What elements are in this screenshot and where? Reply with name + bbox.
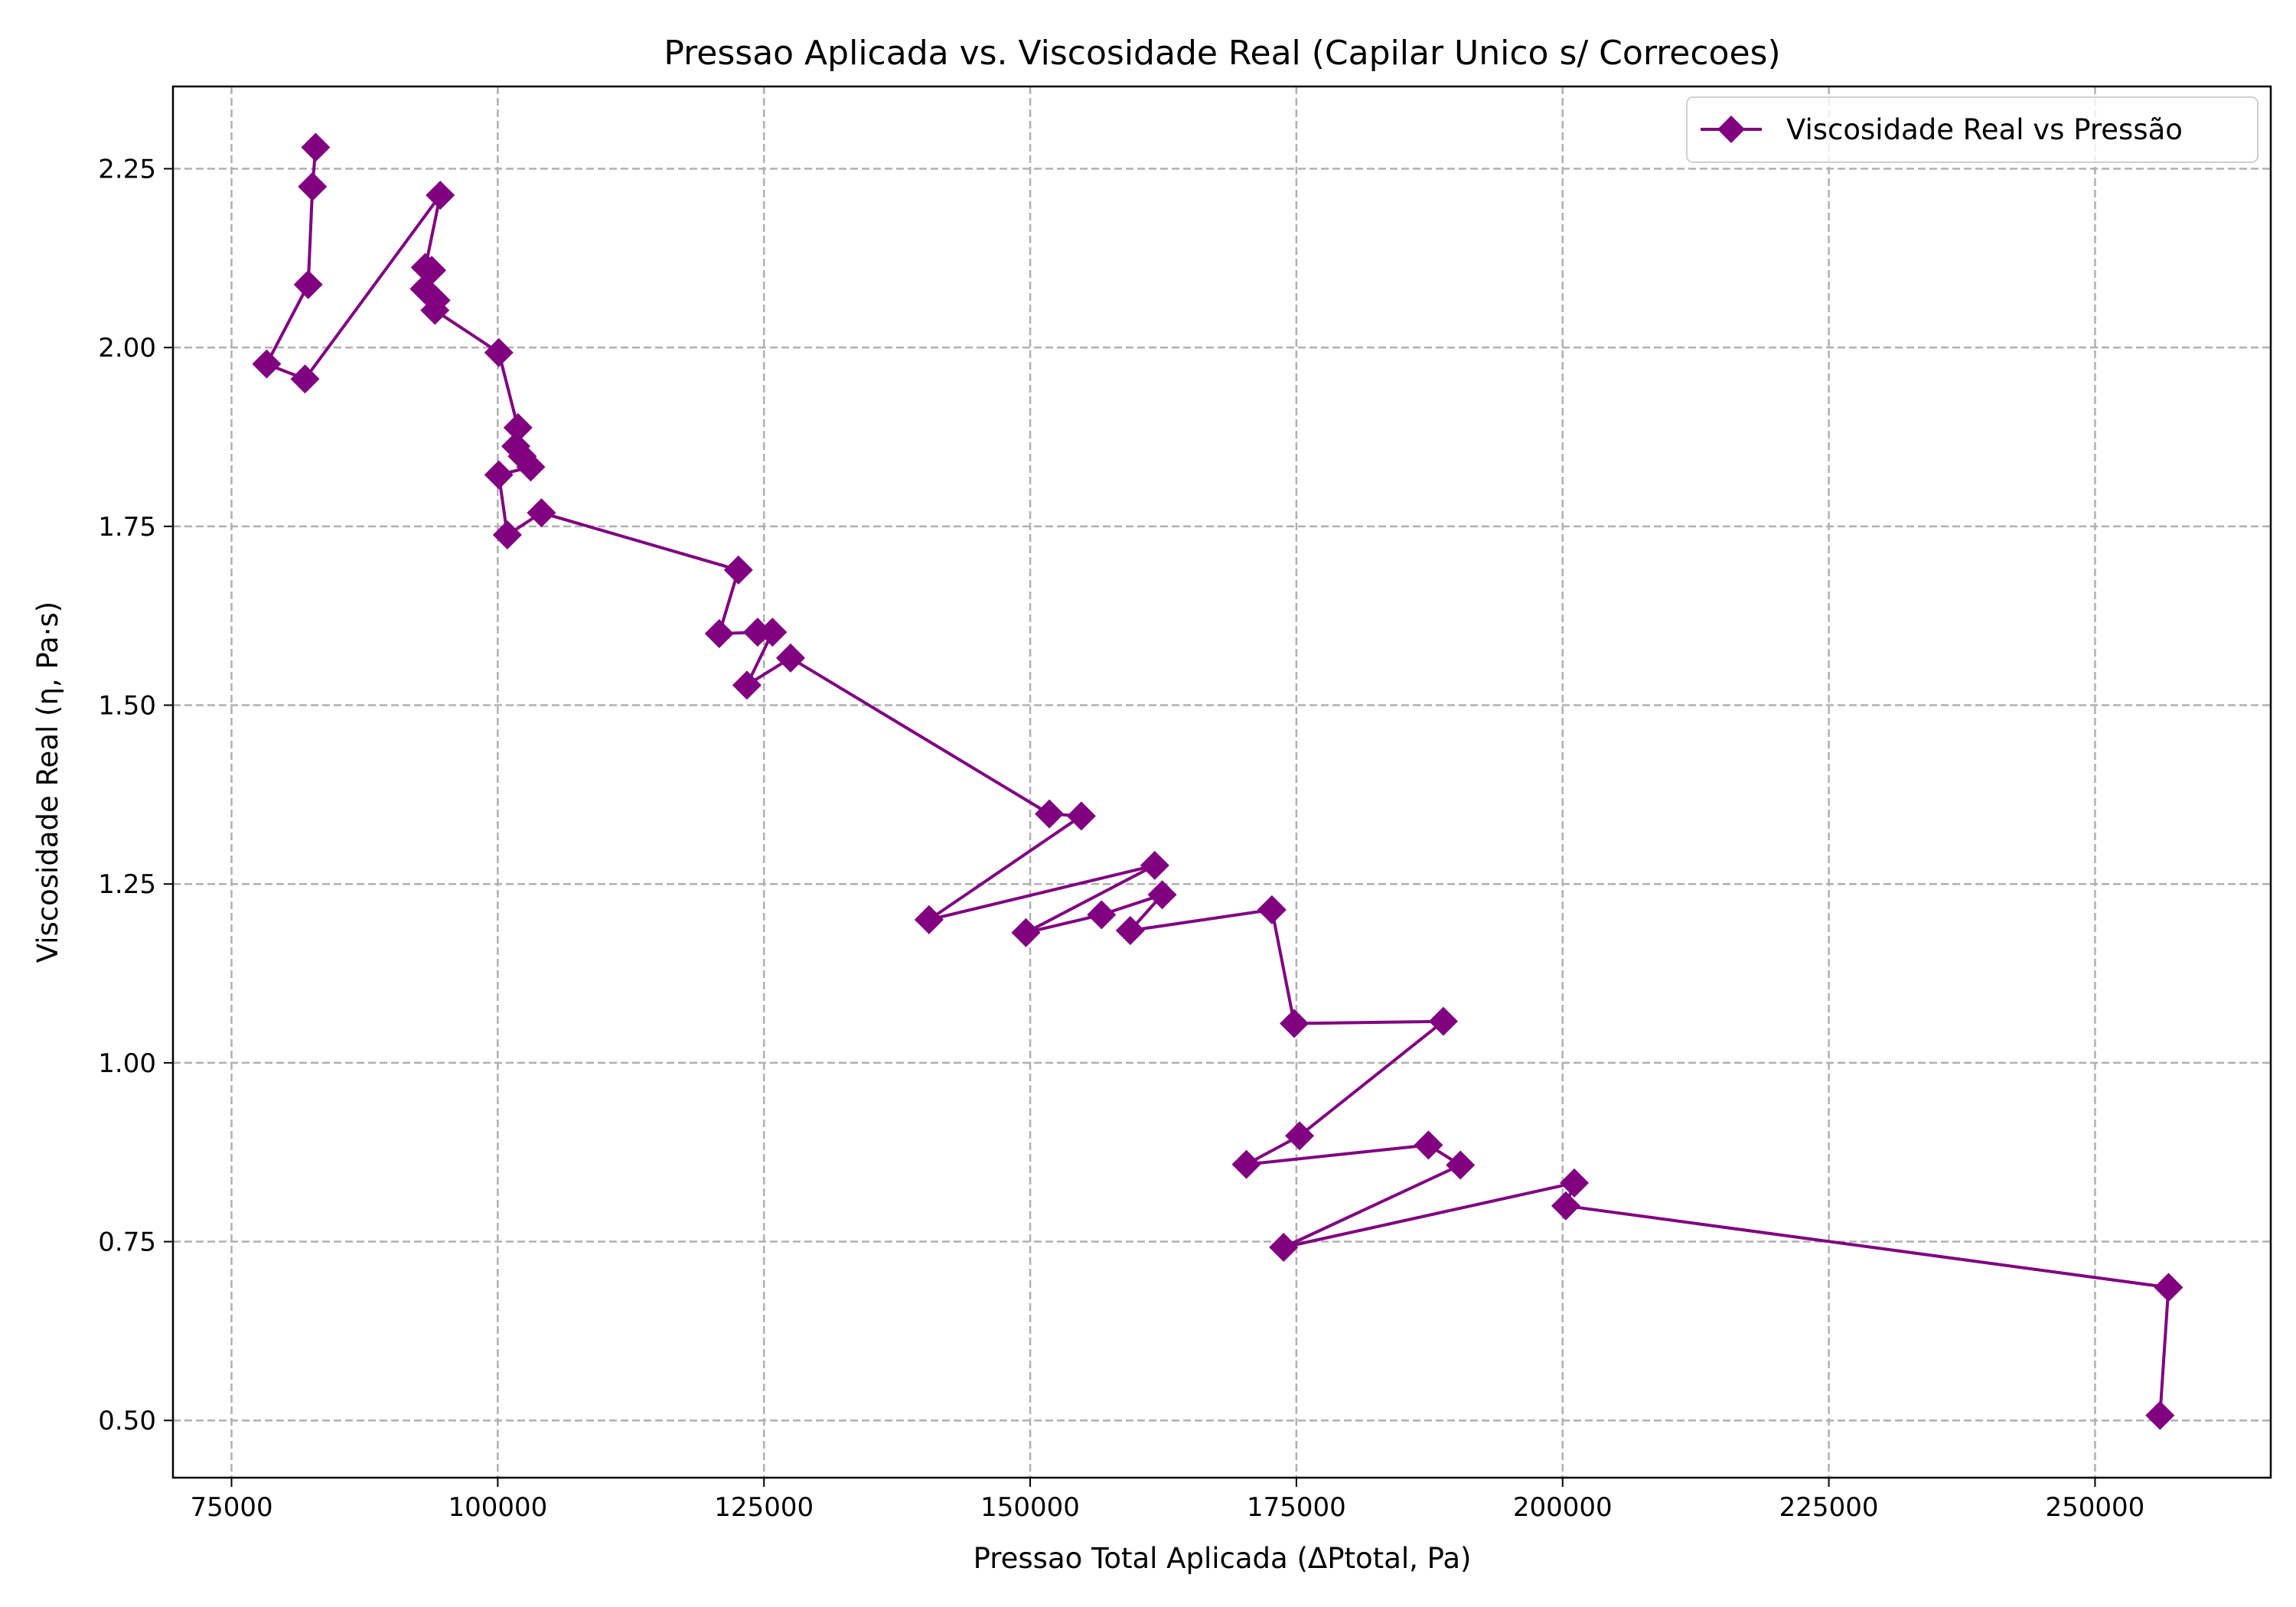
data-point-diamond <box>1147 880 1177 910</box>
data-point-diamond <box>1446 1150 1476 1180</box>
data-point-diamond <box>1285 1121 1315 1151</box>
data-point-diamond <box>1414 1130 1443 1160</box>
data-point-diamond <box>1428 1006 1458 1036</box>
data-point-diamond <box>1551 1191 1580 1221</box>
data-point-diamond <box>426 181 455 210</box>
data-point-diamond <box>1011 918 1041 947</box>
data-point-diamond <box>1269 1233 1299 1263</box>
data-point-diamond <box>1231 1149 1261 1179</box>
chart-title: Pressao Aplicada vs. Viscosidade Real (C… <box>664 34 1780 73</box>
x-tick-label: 100000 <box>448 1492 547 1523</box>
data-point-diamond <box>1115 915 1145 945</box>
data-point-diamond <box>2145 1400 2175 1430</box>
y-axis-ticks: 0.50 0.75 1.00 1.25 1.50 1.75 2.00 2.25 <box>98 154 173 1436</box>
x-tick-label: 125000 <box>714 1492 814 1523</box>
x-tick-label: 250000 <box>2046 1492 2145 1523</box>
y-tick-label: 1.00 <box>98 1048 156 1079</box>
data-point-diamond <box>420 295 450 325</box>
data-point-diamond <box>301 132 331 162</box>
x-tick-label: 75000 <box>190 1492 272 1523</box>
data-point-diamond <box>298 171 328 201</box>
x-tick-label: 225000 <box>1779 1492 1879 1523</box>
data-point-diamond <box>914 905 944 934</box>
y-tick-label: 0.50 <box>98 1406 156 1436</box>
y-axis-label: Viscosidade Real (η, Pa·s) <box>31 601 64 963</box>
data-point-diamond <box>516 452 546 482</box>
legend-label: Viscosidade Real vs Pressão <box>1786 113 2183 146</box>
series-layer <box>252 132 2183 1430</box>
x-tick-label: 150000 <box>980 1492 1080 1523</box>
y-tick-label: 1.25 <box>98 869 156 900</box>
data-point-diamond <box>742 618 772 647</box>
data-point-diamond <box>252 349 282 379</box>
data-point-diamond <box>758 618 788 647</box>
plot-frame <box>171 85 2272 1479</box>
data-point-diamond <box>732 670 762 700</box>
x-axis-ticks: 75000 100000 125000 150000 175000 200000 22500… <box>190 1478 2144 1523</box>
legend-box <box>1686 96 2258 163</box>
data-point-diamond <box>704 619 734 649</box>
data-point-diamond <box>723 555 753 585</box>
data-point-diamond <box>1035 799 1065 829</box>
data-point-diamond <box>1257 895 1287 924</box>
grid-layer <box>173 86 2271 1478</box>
y-tick-label: 1.75 <box>98 512 156 543</box>
x-tick-label: 175000 <box>1247 1492 1346 1523</box>
data-point-diamond <box>1087 900 1117 930</box>
data-point-diamond <box>2154 1273 2183 1302</box>
legend: Viscosidade Real vs Pressão <box>1686 96 2258 163</box>
data-point-diamond <box>484 337 514 367</box>
data-point-diamond <box>1066 801 1096 831</box>
y-tick-label: 0.75 <box>98 1227 156 1258</box>
data-point-diamond <box>1280 1009 1309 1038</box>
legend-marker-diamond-icon <box>1717 116 1745 143</box>
data-point-diamond <box>290 364 320 394</box>
data-point-diamond <box>527 498 556 528</box>
y-tick-label: 2.25 <box>98 154 156 184</box>
data-point-diamond <box>492 520 522 550</box>
data-point-diamond <box>1560 1168 1590 1198</box>
data-point-diamond <box>503 412 533 442</box>
y-tick-label: 1.50 <box>98 691 156 722</box>
x-axis-label: Pressao Total Aplicada (ΔPtotal, Pa) <box>974 1542 1472 1575</box>
data-point-diamond <box>293 269 323 299</box>
y-tick-label: 2.00 <box>98 333 156 363</box>
data-point-diamond <box>1140 850 1169 880</box>
x-tick-label: 200000 <box>1513 1492 1613 1523</box>
data-point-diamond <box>775 643 805 673</box>
data-point-diamond <box>484 460 514 490</box>
